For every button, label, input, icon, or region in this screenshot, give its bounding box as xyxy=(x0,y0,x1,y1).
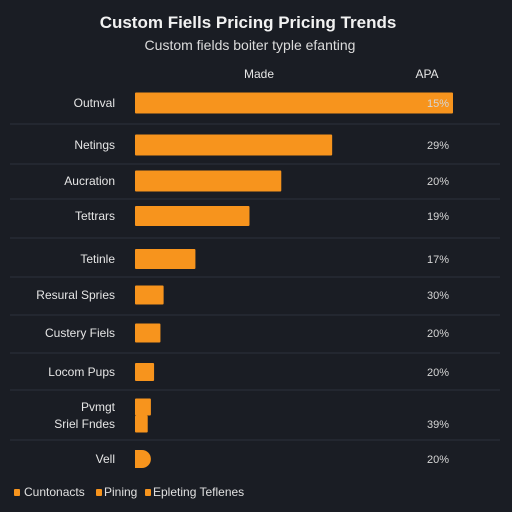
legend-swatch xyxy=(14,489,20,496)
bar xyxy=(135,134,333,156)
column-header-made: Made xyxy=(244,67,274,81)
value-label: 29% xyxy=(427,140,449,152)
legend-swatch xyxy=(145,489,151,496)
bar xyxy=(135,450,151,468)
bar xyxy=(135,92,453,114)
value-label: 30% xyxy=(427,290,449,302)
bar xyxy=(135,249,196,269)
category-label: Netings xyxy=(74,138,115,152)
category-label: Aucration xyxy=(64,174,115,188)
bar xyxy=(135,415,148,433)
category-label: Sriel Fndes xyxy=(54,417,115,431)
legend-label: Pining xyxy=(104,485,137,499)
bar xyxy=(135,363,155,381)
bar xyxy=(135,323,161,343)
bars-layer: Outnval 15% Netings 29% Aucration 20% Tettrars… xyxy=(36,92,453,468)
legend: Cuntonacts Pining Epleting Teflenes xyxy=(14,485,244,499)
bar xyxy=(135,398,151,416)
legend-label: Epleting Teflenes xyxy=(153,485,244,499)
category-label: Tettrars xyxy=(75,209,115,223)
category-label: Custery Fiels xyxy=(45,326,115,340)
category-label: Tetinle xyxy=(80,252,115,266)
category-label: Locom Pups xyxy=(48,365,115,379)
legend-label: Cuntonacts xyxy=(24,485,85,499)
category-label: Vell xyxy=(96,452,115,466)
value-label: 20% xyxy=(427,454,449,466)
value-label: 39% xyxy=(427,419,449,431)
chart-subtitle: Custom fields boiter typle efanting xyxy=(145,37,356,53)
chart-title: Custom Fiells Pricing Pricing Trends xyxy=(100,13,397,32)
legend-swatch xyxy=(96,489,102,496)
value-label: 17% xyxy=(427,254,449,266)
grid-layer xyxy=(10,123,500,441)
value-label: 20% xyxy=(427,176,449,188)
category-label: Resural Spries xyxy=(36,288,115,302)
value-label: 20% xyxy=(427,367,449,379)
category-label: Pvmgt xyxy=(81,400,116,414)
value-label: 15% xyxy=(427,98,449,110)
column-header-apa: APA xyxy=(415,67,438,81)
value-label: 19% xyxy=(427,211,449,223)
bar xyxy=(135,285,164,305)
value-label: 20% xyxy=(427,328,449,340)
bar xyxy=(135,170,282,192)
category-label: Outnval xyxy=(74,96,115,110)
bar xyxy=(135,206,250,226)
